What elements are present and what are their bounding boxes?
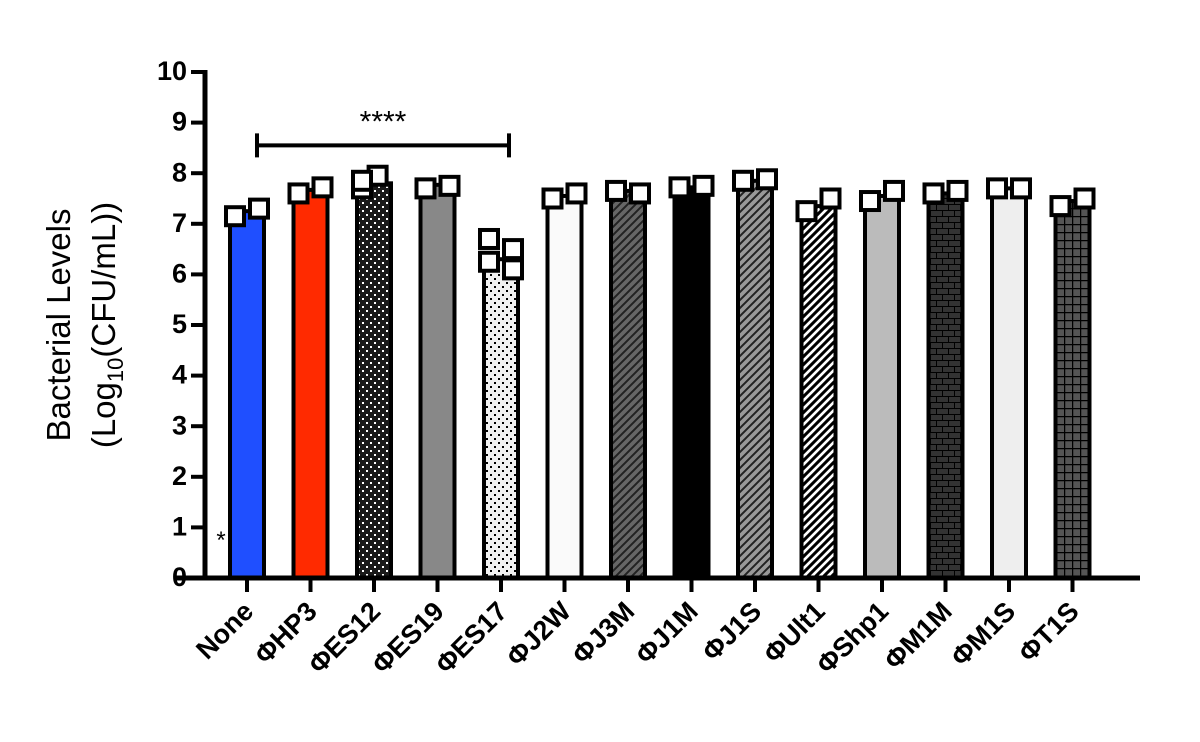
x-tick-label: ΦJ3M	[566, 596, 640, 670]
data-point	[1049, 195, 1072, 218]
x-tick-label: ΦShp1	[811, 596, 895, 680]
units-prefix: (Log	[85, 382, 122, 448]
y-axis-label-units: (Log10(CFU/mL))	[85, 202, 128, 448]
data-point	[883, 179, 905, 202]
data-point	[692, 174, 715, 197]
data-point	[732, 169, 754, 192]
x-tick-label: ΦM1S	[945, 596, 1021, 672]
data-point	[756, 168, 778, 191]
significance-label: ****	[360, 105, 407, 138]
x-tick-label: ΦJ1M	[630, 596, 704, 670]
bar	[545, 193, 584, 580]
data-point	[478, 227, 500, 250]
bar	[990, 186, 1028, 580]
y-tick-label: 6	[172, 259, 187, 289]
bar	[799, 204, 838, 580]
bar	[863, 193, 901, 580]
data-point	[1073, 187, 1096, 210]
data-point	[351, 169, 373, 192]
data-point	[859, 190, 881, 213]
data-point	[478, 250, 500, 273]
bar	[672, 185, 711, 580]
data-point	[502, 258, 524, 281]
data-point	[986, 177, 1008, 200]
bar	[609, 188, 647, 580]
y-tick-label: 5	[172, 309, 187, 339]
x-tick-label: None	[190, 596, 259, 665]
bar	[926, 191, 965, 580]
y-tick-label: 1	[172, 512, 187, 542]
y-tick-label: 7	[172, 208, 187, 238]
x-tick-label: ΦJ2W	[501, 596, 578, 673]
y-tick-label: 8	[172, 157, 187, 187]
bar	[418, 182, 457, 580]
bar	[291, 187, 330, 580]
data-point	[795, 200, 818, 223]
data-point	[565, 182, 588, 205]
data-point	[287, 182, 310, 205]
data-point	[668, 176, 691, 199]
data-point	[605, 179, 627, 202]
data-point	[1010, 177, 1032, 200]
x-tick-label: ΦT1S	[1013, 596, 1085, 668]
data-point	[541, 187, 564, 210]
data-point	[248, 197, 270, 220]
bar	[228, 209, 266, 580]
data-point	[311, 176, 334, 199]
units-suffix: (CFU/mL))	[85, 202, 122, 358]
bar	[482, 257, 520, 580]
x-tick-label: ΦM1M	[878, 596, 957, 675]
data-point	[414, 177, 437, 200]
data-point	[224, 205, 246, 228]
data-point	[629, 182, 651, 205]
y-tick-label: 10	[157, 56, 187, 86]
x-tick-label: ΦES17	[430, 596, 514, 680]
bar	[736, 178, 774, 580]
units-sub: 10	[103, 358, 128, 382]
y-tick-label: 9	[172, 107, 187, 137]
x-tick-label: ΦJ1S	[696, 596, 767, 667]
y-tick-label: 4	[172, 360, 187, 390]
data-point	[922, 182, 945, 205]
bar	[355, 181, 393, 580]
baseline-note: *	[216, 527, 225, 554]
significance-bracket	[255, 133, 511, 158]
data-point	[438, 174, 461, 197]
y-tick-label: 3	[172, 410, 187, 440]
data-point	[946, 179, 969, 202]
y-tick-label: 2	[172, 461, 187, 491]
data-point	[502, 238, 524, 261]
bar	[1053, 199, 1092, 580]
y-axis-label: Bacterial Levels	[40, 209, 77, 442]
data-point	[819, 187, 842, 210]
